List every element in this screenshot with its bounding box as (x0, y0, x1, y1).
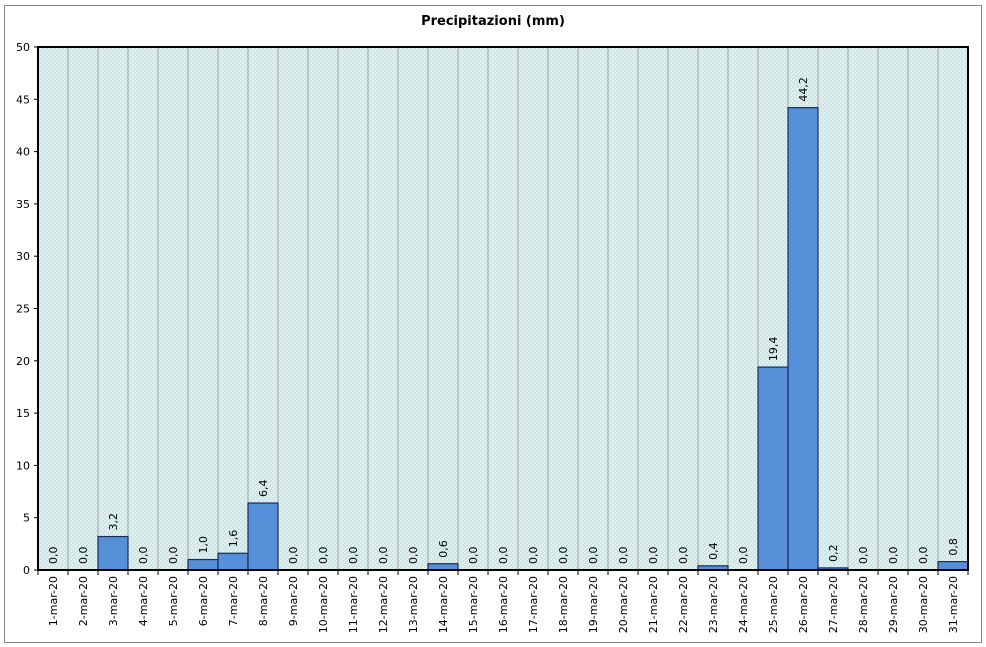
data-label: 3,2 (107, 513, 120, 531)
data-label: 0,0 (467, 547, 480, 565)
data-label: 0,0 (737, 547, 750, 565)
data-label: 0,0 (857, 547, 870, 565)
x-tick-label: 16-mar-20 (497, 576, 510, 633)
bar (757, 366, 789, 571)
x-tick-label: 29-mar-20 (887, 576, 900, 633)
y-tick-label: 20 (16, 355, 30, 368)
x-tick-label: 22-mar-20 (677, 576, 690, 633)
y-tick-label: 50 (16, 41, 30, 54)
data-label: 0,0 (557, 547, 570, 565)
data-label: 0,0 (407, 547, 420, 565)
data-label: 0,8 (947, 538, 960, 556)
data-label: 0,0 (887, 547, 900, 565)
data-label: 1,0 (197, 536, 210, 554)
data-label: 0,0 (287, 547, 300, 565)
x-tick-label: 12-mar-20 (377, 576, 390, 633)
data-label: 0,0 (377, 547, 390, 565)
y-tick-label: 5 (23, 512, 30, 525)
data-label: 0,0 (47, 547, 60, 565)
data-label: 0,0 (917, 547, 930, 565)
y-tick-label: 45 (16, 93, 30, 106)
x-tick-label: 30-mar-20 (917, 576, 930, 633)
plot-area (38, 47, 968, 570)
bar (937, 561, 969, 571)
x-tick-label: 26-mar-20 (797, 576, 810, 633)
x-tick-label: 28-mar-20 (857, 576, 870, 633)
x-tick-label: 4-mar-20 (137, 576, 150, 626)
data-label: 0,0 (587, 547, 600, 565)
x-tick-label: 13-mar-20 (407, 576, 420, 633)
x-tick-label: 5-mar-20 (167, 576, 180, 626)
y-tick-label: 25 (16, 303, 30, 316)
y-tick-label: 30 (16, 250, 30, 263)
y-tick-label: 10 (16, 459, 30, 472)
x-tick-label: 25-mar-20 (767, 576, 780, 633)
y-tick-label: 0 (23, 564, 30, 577)
bar (217, 552, 249, 571)
data-label: 0,0 (617, 547, 630, 565)
data-label: 0,6 (437, 540, 450, 558)
bar (787, 107, 819, 571)
bar (247, 502, 279, 571)
data-label: 1,6 (227, 530, 240, 548)
x-tick-label: 9-mar-20 (287, 576, 300, 626)
data-label: 0,0 (167, 547, 180, 565)
x-tick-label: 24-mar-20 (737, 576, 750, 633)
data-label: 0,0 (527, 547, 540, 565)
x-tick-label: 23-mar-20 (707, 576, 720, 633)
y-tick-label: 15 (16, 407, 30, 420)
data-label: 0,4 (707, 542, 720, 560)
x-tick-label: 21-mar-20 (647, 576, 660, 633)
x-tick-label: 1-mar-20 (47, 576, 60, 626)
y-tick-label: 40 (16, 146, 30, 159)
x-tick-label: 31-mar-20 (947, 576, 960, 633)
x-tick-label: 2-mar-20 (77, 576, 90, 626)
x-tick-label: 14-mar-20 (437, 576, 450, 633)
chart-title: Precipitazioni (mm) (421, 14, 565, 29)
x-tick-label: 10-mar-20 (317, 576, 330, 633)
data-label: 44,2 (797, 77, 810, 102)
x-tick-label: 19-mar-20 (587, 576, 600, 633)
data-label: 0,0 (677, 547, 690, 565)
x-tick-label: 11-mar-20 (347, 576, 360, 633)
data-label: 0,2 (827, 544, 840, 562)
x-tick-label: 17-mar-20 (527, 576, 540, 633)
data-label: 0,0 (647, 547, 660, 565)
data-label: 0,0 (77, 547, 90, 565)
x-tick-label: 7-mar-20 (227, 576, 240, 626)
x-tick-label: 3-mar-20 (107, 576, 120, 626)
x-tick-label: 15-mar-20 (467, 576, 480, 633)
bar (187, 558, 219, 571)
x-tick-label: 6-mar-20 (197, 576, 210, 626)
data-label: 0,0 (137, 547, 150, 565)
data-label: 0,0 (347, 547, 360, 565)
bar (97, 535, 129, 571)
data-label: 6,4 (257, 480, 270, 498)
data-label: 0,0 (497, 547, 510, 565)
x-tick-label: 20-mar-20 (617, 576, 630, 633)
y-tick-label: 35 (16, 198, 30, 211)
data-label: 0,0 (317, 547, 330, 565)
x-tick-label: 18-mar-20 (557, 576, 570, 633)
x-tick-label: 8-mar-20 (257, 576, 270, 626)
x-tick-label: 27-mar-20 (827, 576, 840, 633)
data-label: 19,4 (767, 337, 780, 362)
